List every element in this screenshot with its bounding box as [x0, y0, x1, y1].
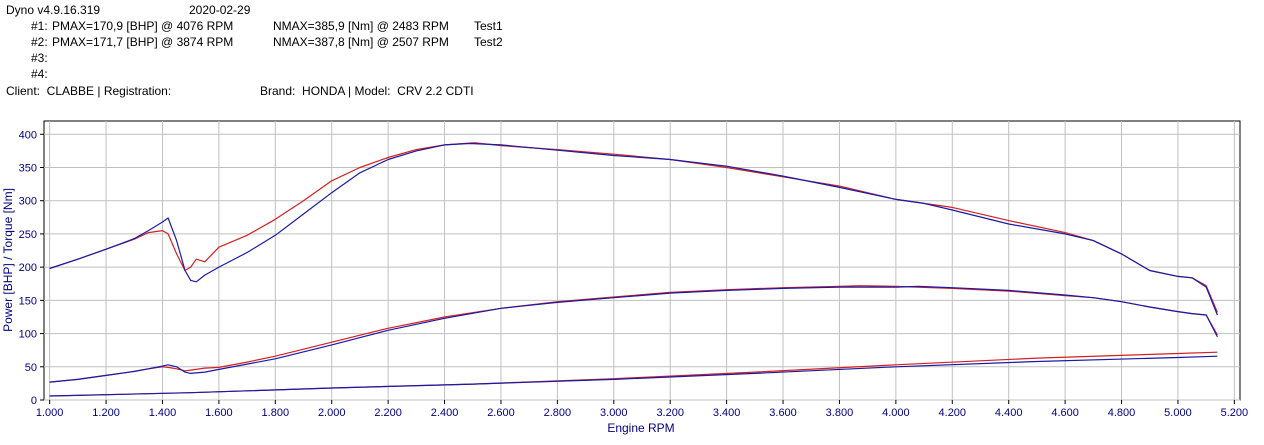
- x-tick-label: 2.200: [374, 407, 402, 419]
- series-lines: [49, 142, 1218, 397]
- grid: [44, 121, 1240, 401]
- x-tick-label: 3.800: [826, 407, 854, 419]
- client-info: Client: CLABBE | Registration:: [6, 84, 172, 98]
- series-run1-loss: [49, 355, 1218, 397]
- x-tick-label: 3.200: [656, 407, 684, 419]
- app-version: Dyno v4.9.16.319: [6, 3, 101, 17]
- series-run1-torque: [49, 143, 1218, 316]
- x-tick-label: 4.400: [995, 407, 1023, 419]
- x-axis-ticks: 1.000 1.200 1.400 1.600 1.800 2.000 2.200 2.400…: [36, 400, 1248, 419]
- x-tick-label: 1.000: [36, 407, 64, 419]
- y-axis-label: Power [BHP] / Torque [Nm]: [1, 188, 15, 332]
- series-run1-power: [49, 285, 1218, 383]
- run-2-name: Test2: [474, 35, 503, 49]
- run-2-pmax: PMAX=171,7 [BHP] @ 3874 RPM: [52, 35, 234, 49]
- x-axis-label: Engine RPM: [607, 421, 674, 435]
- run-4-label: #4:: [31, 67, 48, 81]
- report-date: 2020-02-29: [189, 3, 251, 17]
- run-2-label: #2:: [31, 35, 48, 49]
- x-tick-label: 4.800: [1108, 407, 1136, 419]
- x-tick-label: 2.600: [487, 407, 515, 419]
- y-tick-label: 200: [19, 262, 37, 274]
- x-tick-label: 2.000: [318, 407, 346, 419]
- x-tick-label: 4.000: [882, 407, 910, 419]
- x-tick-label: 1.200: [92, 407, 120, 419]
- run-1-pmax: PMAX=170,9 [BHP] @ 4076 RPM: [52, 19, 234, 33]
- y-tick-label: 400: [19, 129, 37, 141]
- x-tick-label: 5.200: [1221, 407, 1249, 419]
- x-tick-label: 1.800: [262, 407, 290, 419]
- x-tick-label: 4.600: [1051, 407, 1079, 419]
- y-tick-label: 0: [31, 395, 37, 407]
- x-tick-label: 2.800: [544, 407, 572, 419]
- y-axis-ticks: 0 50 100 150 200 250 300 350 400: [19, 129, 44, 407]
- x-tick-label: 4.200: [939, 407, 967, 419]
- run-1-name: Test1: [474, 19, 503, 33]
- y-tick-label: 100: [19, 329, 37, 341]
- x-tick-label: 5.000: [1164, 407, 1192, 419]
- x-tick-label: 2.400: [431, 407, 459, 419]
- y-tick-label: 250: [19, 229, 37, 241]
- plot-area: [43, 120, 1241, 401]
- run-1-label: #1:: [31, 19, 48, 33]
- y-tick-label: 300: [19, 196, 37, 208]
- y-tick-label: 50: [25, 362, 37, 374]
- run-3-label: #3:: [31, 51, 48, 65]
- y-tick-label: 150: [19, 295, 37, 307]
- y-tick-label: 350: [19, 163, 37, 175]
- x-tick-label: 3.000: [600, 407, 628, 419]
- run-1-nmax: NMAX=385,9 [Nm] @ 2483 RPM: [273, 19, 449, 33]
- x-tick-label: 3.400: [713, 407, 741, 419]
- x-tick-label: 3.600: [769, 407, 797, 419]
- run-2-nmax: NMAX=387,8 [Nm] @ 2507 RPM: [273, 35, 449, 49]
- x-tick-label: 1.600: [205, 407, 233, 419]
- vehicle-info: Brand: HONDA | Model: CRV 2.2 CDTI: [260, 84, 474, 98]
- x-tick-label: 1.400: [149, 407, 177, 419]
